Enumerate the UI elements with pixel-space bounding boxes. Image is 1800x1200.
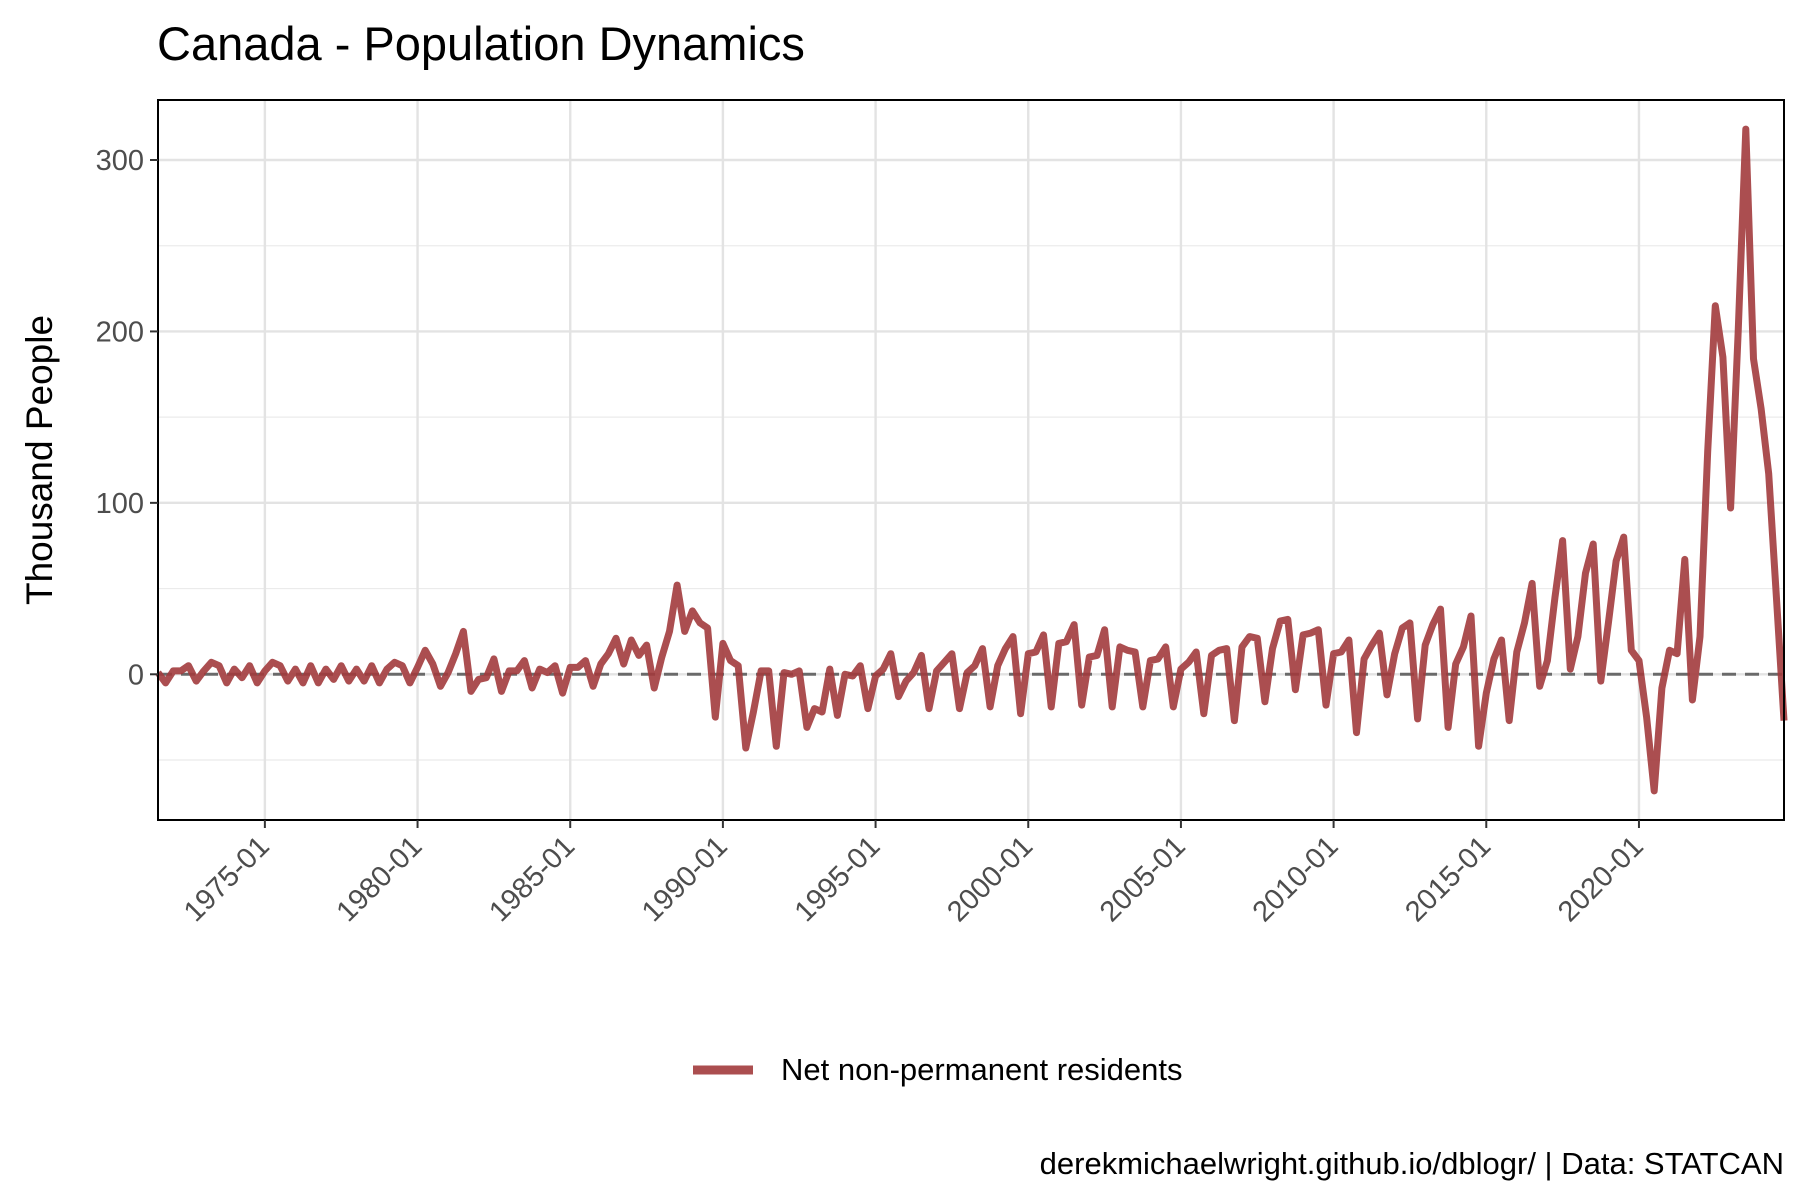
legend: Net non-permanent residents (693, 1052, 1183, 1087)
x-tick-label: 2020-01 (1552, 830, 1650, 928)
minor-grid (158, 245, 1784, 761)
y-tick-label: 100 (96, 488, 144, 520)
x-tick-label: 2010-01 (1247, 830, 1345, 928)
x-tick-label: 1985-01 (483, 830, 581, 928)
x-tick-label: 2015-01 (1399, 830, 1497, 928)
plot-panel (155, 99, 1788, 821)
y-axis: 0 100 200 300 (96, 145, 158, 691)
x-tick-label: 1975-01 (178, 830, 276, 928)
x-tick-label: 1980-01 (331, 830, 429, 928)
x-axis: 1975-01 1980-01 1985-01 1990-01 1995-01 2000-… (178, 820, 1650, 928)
caption: derekmichaelwright.github.io/dblogr/ | D… (1040, 1146, 1784, 1181)
x-tick-label: 1995-01 (789, 830, 887, 928)
x-tick-label: 1990-01 (636, 830, 734, 928)
plot-background (158, 100, 1784, 820)
y-tick-label: 0 (128, 659, 144, 691)
x-tick-label: 2000-01 (941, 830, 1039, 928)
y-tick-label: 200 (96, 316, 144, 348)
series-line-net-non-permanent-residents (155, 125, 1788, 795)
plot-border (157, 99, 1785, 821)
y-tick-label: 300 (96, 145, 144, 177)
chart-title: Canada - Population Dynamics (157, 17, 805, 70)
y-axis-label: Thousand People (19, 315, 60, 605)
legend-label: Net non-permanent residents (781, 1052, 1183, 1087)
x-tick-label: 2005-01 (1094, 830, 1192, 928)
series-layer (155, 125, 1788, 795)
